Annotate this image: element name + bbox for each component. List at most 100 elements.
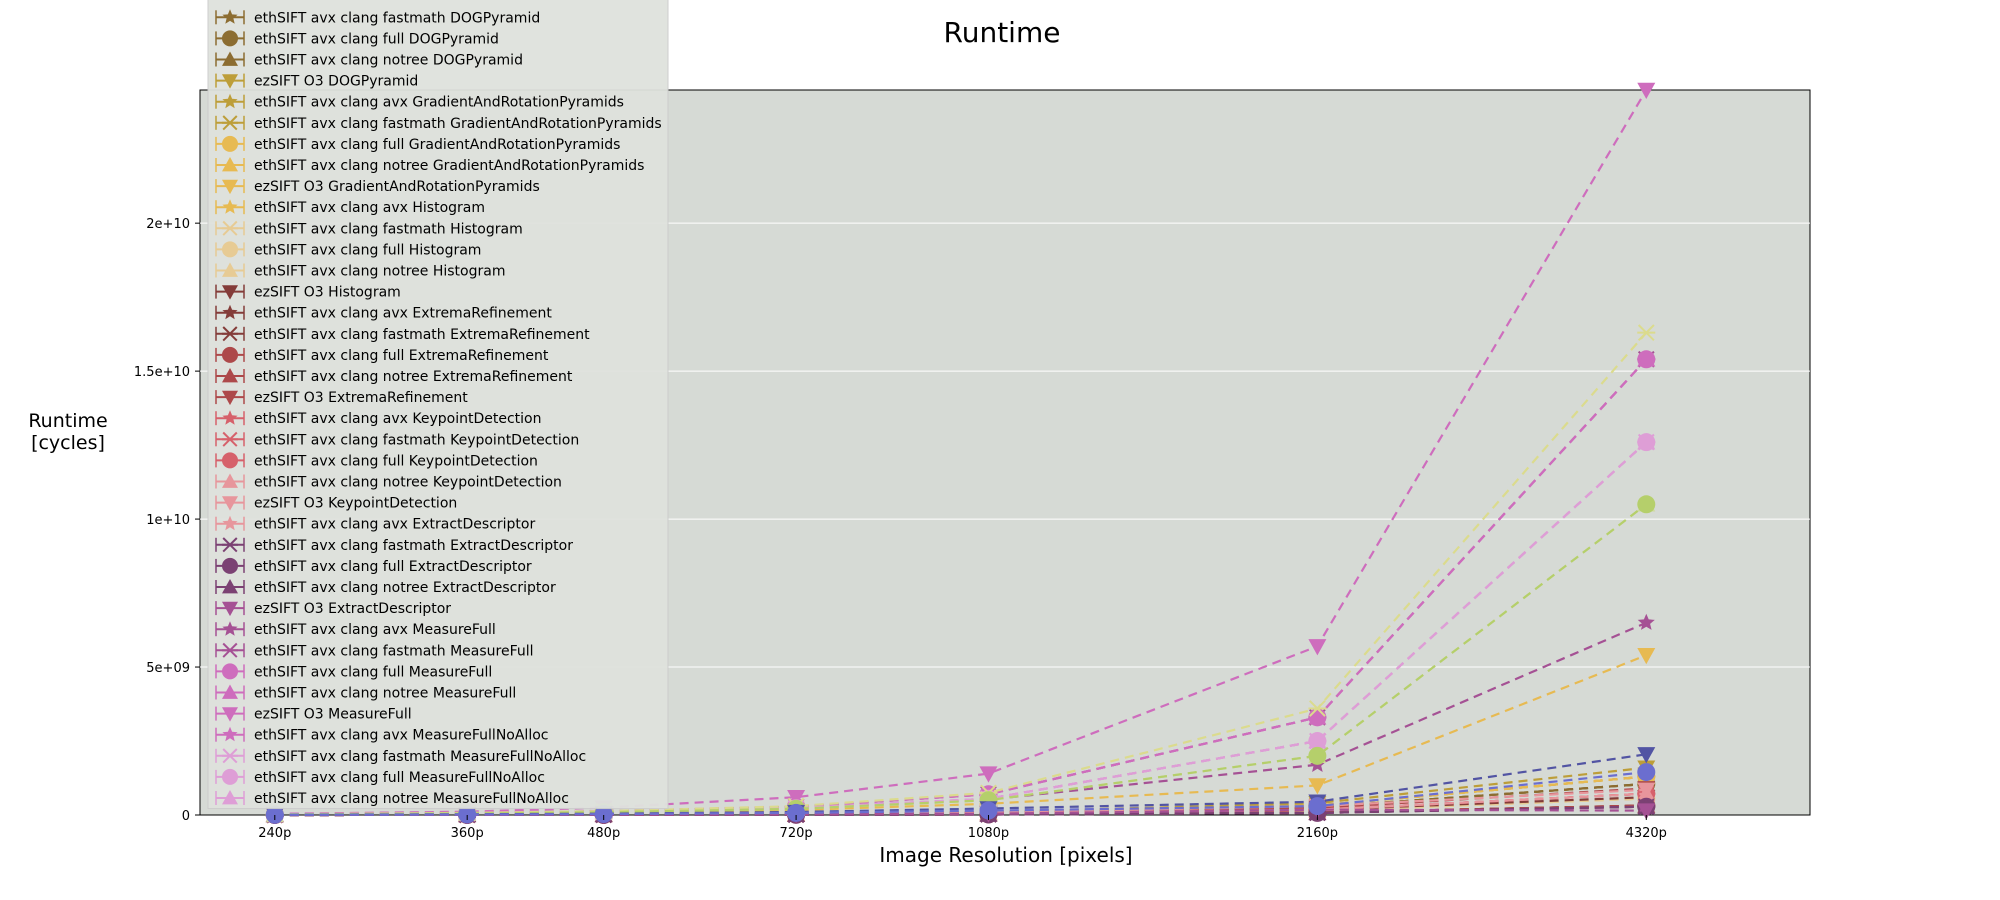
legend-marker [222, 601, 238, 617]
legend-marker [222, 346, 238, 363]
legend-marker [222, 537, 238, 553]
legend-label: ethSIFT avx clang full DOGPyramid [254, 31, 499, 47]
legend-label: ethSIFT avx clang full MeasureFullNoAllo… [254, 770, 545, 786]
legend-label: ezSIFT O3 MeasureFull [254, 707, 412, 723]
x-tick-label: 360p [451, 826, 484, 841]
legend-item: ethSIFT avx clang notree MeasureFullNoAl… [215, 790, 569, 807]
legend-item: ethSIFT avx clang fastmath ExtremaRefine… [215, 326, 590, 343]
legend-marker [222, 707, 238, 722]
legend-item: ethSIFT avx clang full MeasureFullNoAllo… [215, 768, 545, 786]
legend-item: ethSIFT avx clang notree KeypointDetecti… [215, 473, 562, 491]
legend-marker [222, 220, 238, 236]
y-tick-label: 1.5e+10 [134, 365, 190, 380]
legend-label: ethSIFT avx clang notree DOGPyramid [254, 53, 523, 69]
legend-label: ethSIFT avx clang fastmath KeypointDetec… [254, 432, 579, 448]
y-tick-label: 5e+09 [146, 661, 190, 676]
legend-marker [222, 30, 238, 47]
legend-item: ethSIFT avx clang fastmath KeypointDetec… [215, 431, 579, 448]
data-point [1308, 732, 1327, 749]
legend-label: ezSIFT O3 GradientAndRotationPyramids [254, 179, 540, 195]
data-point [1308, 778, 1327, 795]
legend-item: ezSIFT O3 Histogram [215, 284, 401, 301]
data-point [1637, 747, 1656, 764]
series-lines [265, 82, 1656, 824]
x-axis-label: Image Resolution [pixels] [879, 843, 1132, 867]
data-point [1637, 782, 1656, 799]
legend-marker [222, 496, 238, 511]
legend-label: ethSIFT avx clang notree MeasureFull [254, 686, 516, 702]
legend-label: ethSIFT avx clang fastmath DOGPyramid [254, 10, 540, 26]
data-point [1308, 700, 1327, 717]
legend-marker [222, 768, 238, 785]
y-tick-label: 0 [182, 809, 190, 824]
legend-item: ethSIFT avx clang avx KeypointDetection [215, 410, 541, 427]
data-point [1637, 350, 1656, 367]
legend-label: ethSIFT avx clang full GradientAndRotati… [254, 137, 620, 153]
x-tick-label: 1080p [968, 826, 1009, 841]
data-point [1637, 433, 1656, 450]
legend-marker [222, 51, 238, 66]
legend-item: ethSIFT avx clang notree GradientAndRota… [215, 157, 644, 174]
legend-item: ethSIFT avx clang full ExtractDescriptor [215, 557, 532, 575]
legend-item: ezSIFT O3 DOGPyramid [215, 73, 418, 90]
x-tick-label: 2160p [1297, 826, 1338, 841]
legend-label: ethSIFT avx clang notree MeasureFullNoAl… [254, 791, 569, 807]
data-point [1637, 82, 1656, 99]
legend-marker [222, 93, 238, 109]
legend-marker [222, 368, 238, 383]
legend-item: ethSIFT avx clang fastmath GradientAndRo… [215, 115, 662, 132]
legend-marker [222, 748, 238, 764]
legend-label: ethSIFT avx clang avx Histogram [254, 200, 485, 216]
legend-marker [222, 157, 238, 172]
legend-box [207, 0, 669, 810]
legend-marker [222, 179, 238, 195]
legend-marker [222, 326, 238, 342]
legend-label: ethSIFT avx clang full Histogram [254, 242, 481, 258]
legend-label: ethSIFT avx clang fastmath ExtremaRefine… [254, 327, 590, 343]
legend-label: ethSIFT avx clang full ExtractDescriptor [254, 559, 532, 575]
chart-title: Runtime [944, 16, 1061, 49]
data-point [1637, 803, 1656, 820]
data-point [1308, 797, 1327, 816]
legend-item: ethSIFT avx clang notree MeasureFull [215, 684, 516, 702]
legend-marker [222, 304, 238, 320]
legend-item: ethSIFT avx clang fastmath DOGPyramid [215, 9, 540, 26]
legend-label: ethSIFT avx clang avx KeypointDetection [254, 411, 541, 427]
data-point [787, 790, 806, 807]
legend-marker [222, 262, 238, 277]
legend-marker [222, 515, 238, 531]
legend-item: ethSIFT avx clang avx ExtractDescriptor [215, 515, 535, 533]
legend-label: ezSIFT O3 ExtremaRefinement [254, 390, 468, 406]
legend-marker [222, 726, 238, 742]
legend-marker [222, 135, 238, 152]
legend-marker [222, 579, 238, 594]
legend-label: ethSIFT avx clang notree Histogram [254, 264, 505, 280]
x-tick-label: 240p [258, 826, 291, 841]
legend-marker [222, 115, 238, 131]
legend-marker [222, 431, 238, 447]
legend-item: ethSIFT avx clang full DOGPyramid [215, 30, 499, 47]
legend-marker [222, 452, 238, 469]
legend-item: ethSIFT avx clang notree ExtremaRefineme… [215, 368, 573, 385]
legend-label: ezSIFT O3 Histogram [254, 285, 401, 301]
legend-label: ethSIFT avx clang fastmath ExtractDescri… [254, 538, 573, 554]
data-point [1308, 708, 1327, 725]
legend-item: ethSIFT avx clang full KeypointDetection [215, 452, 538, 469]
legend-item: ethSIFT avx clang full MeasureFull [215, 663, 492, 680]
legend-item: ethSIFT avx clang full Histogram [215, 241, 481, 258]
legend-marker [222, 473, 238, 488]
legend-item: ethSIFT avx clang notree DOGPyramid [215, 51, 523, 69]
legend-item: ethSIFT avx clang avx MeasureFull [215, 621, 496, 638]
legend-label: ethSIFT avx clang fastmath Histogram [254, 221, 523, 237]
legend-item: ethSIFT avx clang avx MeasureFullNoAlloc [215, 726, 548, 744]
data-point [458, 805, 477, 824]
legend-item: ethSIFT avx clang notree Histogram [215, 262, 505, 280]
legend-item: ethSIFT avx clang full ExtremaRefinement [215, 346, 549, 364]
legend-label: ethSIFT avx clang full ExtremaRefinement [254, 348, 549, 364]
legend-marker [222, 285, 238, 300]
data-point [787, 803, 806, 822]
legend-label: ethSIFT avx clang notree GradientAndRota… [254, 158, 644, 174]
legend-marker [222, 410, 238, 425]
legend-item: ethSIFT avx clang notree ExtractDescript… [215, 579, 556, 596]
